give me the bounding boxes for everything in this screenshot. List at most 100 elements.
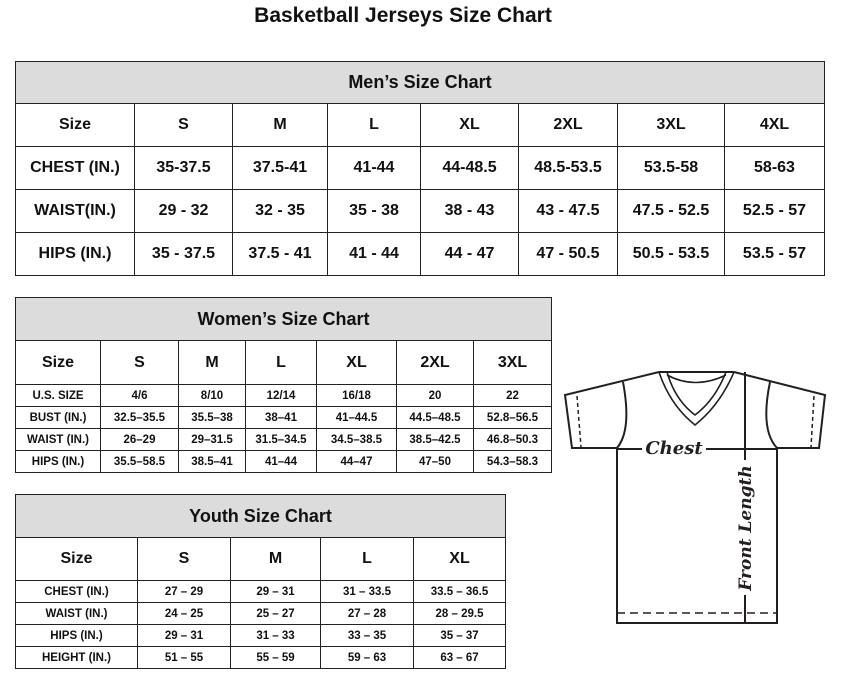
table-row: HIPS (IN.) 35.5–58.5 38.5–41 41–44 44–47 47–5… xyxy=(15,450,553,473)
table-cell: 31 – 33 xyxy=(230,624,321,647)
table-cell: L xyxy=(320,537,414,581)
front-length-label: Front Length xyxy=(736,465,756,591)
table-cell: 38.5–42.5 xyxy=(396,428,474,451)
table-row: WAIST (IN.) 24 – 25 25 – 27 27 – 28 28 – 29.… xyxy=(15,602,507,625)
table-cell: 35 - 38 xyxy=(327,189,421,233)
table-cell: 37.5 - 41 xyxy=(232,232,328,276)
table-row: CHEST (IN.) 27 – 29 29 – 31 31 – 33.5 33.5 –… xyxy=(15,580,507,603)
table-cell: 53.5 - 57 xyxy=(724,232,825,276)
table-cell: 26–29 xyxy=(100,428,179,451)
table-cell: 51 – 55 xyxy=(137,646,231,669)
table-cell: 29 – 31 xyxy=(230,580,321,603)
table-cell: 58-63 xyxy=(724,146,825,190)
youth-table-title: Youth Size Chart xyxy=(14,494,507,538)
table-cell: 35 – 37 xyxy=(412,624,507,647)
table-cell: 4XL xyxy=(724,103,825,147)
table-cell: 33.5 – 36.5 xyxy=(412,580,507,603)
table-cell: 3XL xyxy=(472,340,553,385)
table-cell: 41-44 xyxy=(327,146,421,190)
table-cell: 33 – 35 xyxy=(320,624,414,647)
table-cell: XL xyxy=(412,537,507,581)
table-cell: S xyxy=(100,340,179,385)
table-cell: 31 – 33.5 xyxy=(320,580,414,603)
table-cell: 22 xyxy=(472,384,553,407)
table-cell: 20 xyxy=(396,384,474,407)
table-cell: 35.5–38 xyxy=(178,406,246,429)
youth-size-table: Youth Size Chart Size S M L XL CHEST (IN.) 27 … xyxy=(14,494,507,669)
table-cell: 35.5–58.5 xyxy=(100,450,179,473)
table-cell: 38 - 43 xyxy=(420,189,519,233)
table-cell: 54.3–58.3 xyxy=(472,450,553,473)
table-cell: 59 – 63 xyxy=(320,646,414,669)
table-cell: 41–44 xyxy=(245,450,317,473)
table-cell: 43 - 47.5 xyxy=(518,189,618,233)
row-label: Size xyxy=(15,537,138,581)
row-label: U.S. SIZE xyxy=(15,384,101,407)
womens-table-title: Women’s Size Chart xyxy=(14,297,553,341)
table-cell: 47–50 xyxy=(396,450,474,473)
table-cell: S xyxy=(137,537,231,581)
row-label: CHEST (IN.) xyxy=(15,146,135,190)
jersey-measurement-diagram: Chest Front Length xyxy=(563,371,827,624)
table-cell: 63 – 67 xyxy=(412,646,507,669)
row-label: HEIGHT (IN.) xyxy=(15,646,138,669)
table-cell: L xyxy=(327,103,421,147)
table-cell: 38.5–41 xyxy=(178,450,246,473)
table-row: WAIST(IN.) 29 - 32 32 - 35 35 - 38 38 - 43 43… xyxy=(15,189,825,233)
table-cell: 2XL xyxy=(396,340,474,385)
table-row: U.S. SIZE 4/6 8/10 12/14 16/18 20 22 xyxy=(15,384,553,407)
table-cell: 29 - 32 xyxy=(134,189,233,233)
table-cell: 44 - 47 xyxy=(420,232,519,276)
table-cell: 27 – 29 xyxy=(137,580,231,603)
table-cell: 8/10 xyxy=(178,384,246,407)
row-label: HIPS (IN.) xyxy=(15,624,138,647)
table-cell: 35 - 37.5 xyxy=(134,232,233,276)
table-row: CHEST (IN.) 35-37.5 37.5-41 41-44 44-48.5 48.… xyxy=(15,146,825,190)
table-cell: 32.5–35.5 xyxy=(100,406,179,429)
table-row: BUST (IN.) 32.5–35.5 35.5–38 38–41 41–44.5 44… xyxy=(15,406,553,429)
mens-table-title: Men’s Size Chart xyxy=(15,61,825,104)
womens-size-table: Women’s Size Chart Size S M L XL 2XL 3XL U.S. S… xyxy=(14,297,553,473)
table-cell: 29 – 31 xyxy=(137,624,231,647)
row-label: BUST (IN.) xyxy=(15,406,101,429)
table-cell: 44-48.5 xyxy=(420,146,519,190)
table-row: HIPS (IN.) 29 – 31 31 – 33 33 – 35 35 – 37 xyxy=(15,624,507,647)
row-label: HIPS (IN.) xyxy=(15,232,135,276)
table-cell: 38–41 xyxy=(245,406,317,429)
table-cell: M xyxy=(230,537,321,581)
table-cell: 27 – 28 xyxy=(320,602,414,625)
table-cell: 50.5 - 53.5 xyxy=(617,232,725,276)
table-cell: 41–44.5 xyxy=(316,406,397,429)
table-cell: 47.5 - 52.5 xyxy=(617,189,725,233)
row-label: HIPS (IN.) xyxy=(15,450,101,473)
table-cell: 32 - 35 xyxy=(232,189,328,233)
shirt-outline xyxy=(563,371,827,624)
table-cell: M xyxy=(232,103,328,147)
table-cell: 47 - 50.5 xyxy=(518,232,618,276)
left-armhole xyxy=(616,381,628,449)
table-row: HEIGHT (IN.) 51 – 55 55 – 59 59 – 63 63 – 67 xyxy=(15,646,507,669)
table-cell: 29–31.5 xyxy=(178,428,246,451)
collar xyxy=(658,371,735,427)
right-armhole xyxy=(765,381,778,449)
table-cell: 44.5–48.5 xyxy=(396,406,474,429)
row-label: WAIST (IN.) xyxy=(15,428,101,451)
table-row: WAIST (IN.) 26–29 29–31.5 31.5–34.5 34.5–38.… xyxy=(15,428,553,451)
table-cell: 28 – 29.5 xyxy=(412,602,507,625)
table-cell: 37.5-41 xyxy=(232,146,328,190)
mens-size-table: Men’s Size Chart Size S M L XL 2XL 3XL 4XL CHEST… xyxy=(15,61,825,276)
table-cell: S xyxy=(134,103,233,147)
page-title: Basketball Jerseys Size Chart xyxy=(254,4,552,27)
row-label: Size xyxy=(15,103,135,147)
table-cell: 52.5 - 57 xyxy=(724,189,825,233)
table-cell: 41 - 44 xyxy=(327,232,421,276)
table-cell: 48.5-53.5 xyxy=(518,146,618,190)
table-cell: 55 – 59 xyxy=(230,646,321,669)
table-cell: 24 – 25 xyxy=(137,602,231,625)
table-cell: 3XL xyxy=(617,103,725,147)
header-row: Size S M L XL 2XL 3XL xyxy=(15,340,553,385)
table-cell: XL xyxy=(316,340,397,385)
table-row: HIPS (IN.) 35 - 37.5 37.5 - 41 41 - 44 44 - … xyxy=(15,232,825,276)
table-cell: 34.5–38.5 xyxy=(316,428,397,451)
table-cell: 52.8–56.5 xyxy=(472,406,553,429)
